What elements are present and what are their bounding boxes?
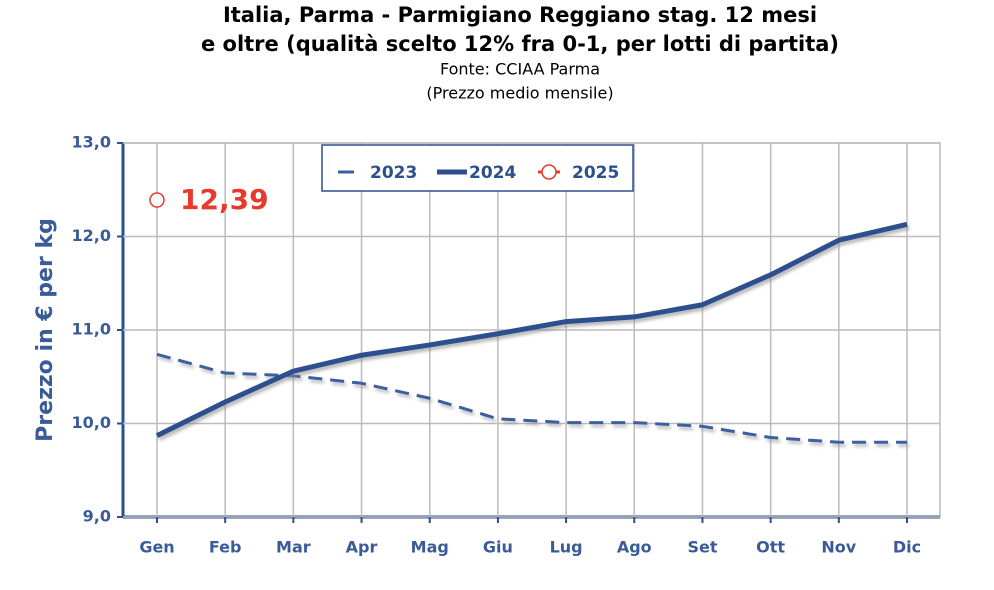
subtitle: (Prezzo medio mensile) — [426, 84, 613, 103]
y-tick-label: 13,0 — [72, 133, 111, 152]
line-series — [156, 352, 907, 444]
y-tick-label: 9,0 — [83, 507, 111, 526]
legend-box — [321, 144, 634, 192]
x-tick-label: Lug — [550, 538, 583, 557]
y-tick-label: 12,0 — [72, 226, 111, 245]
y-tick-label: 11,0 — [72, 320, 111, 339]
chart-title: e oltre (qualità scelto 12% fra 0-1, per… — [201, 32, 839, 56]
chart-title: Italia, Parma - Parmigiano Reggiano stag… — [223, 3, 817, 27]
x-tick-label: Set — [687, 538, 717, 557]
x-tick-label: Dic — [893, 538, 921, 557]
x-tick-label: Gen — [139, 538, 174, 557]
x-tick-label: Mar — [276, 538, 311, 557]
subtitle: Fonte: CCIAA Parma — [440, 60, 600, 79]
point — [149, 192, 165, 208]
y-tick-label: 10,0 — [72, 413, 111, 432]
x-tick-label: Giu — [483, 538, 513, 557]
legend-label: 2023 — [370, 163, 417, 183]
x-tick-label: Ott — [756, 538, 785, 557]
x-tick-label: Ago — [617, 538, 652, 557]
legend-label: 2025 — [572, 163, 619, 183]
x-tick-label: Apr — [346, 538, 378, 557]
line-series — [155, 221, 908, 438]
x-tick-label: Feb — [209, 538, 242, 557]
x-tick-label: Mag — [411, 538, 449, 557]
x-tick-label: Nov — [821, 538, 856, 557]
legend-swatch — [541, 164, 557, 180]
data-label: 12,39 — [180, 183, 269, 216]
legend-label: 2024 — [469, 163, 516, 183]
y-axis-label: Prezzo in € per kg — [33, 218, 58, 442]
